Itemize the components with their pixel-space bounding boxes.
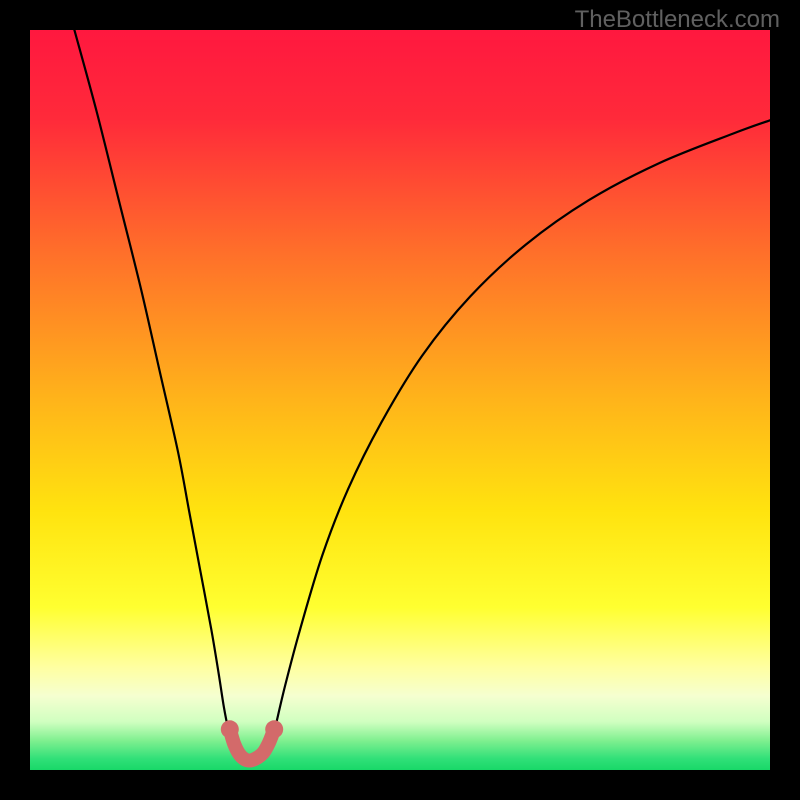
watermark-text: TheBottleneck.com <box>575 6 780 34</box>
bottom-marker-dot-left <box>221 720 239 738</box>
bottom-marker-dot-right <box>265 720 283 738</box>
chart-frame: TheBottleneck.com <box>0 0 800 800</box>
right-curve <box>271 120 771 748</box>
left-curve <box>74 30 233 748</box>
plot-area <box>30 30 770 770</box>
curves-layer <box>30 30 770 770</box>
